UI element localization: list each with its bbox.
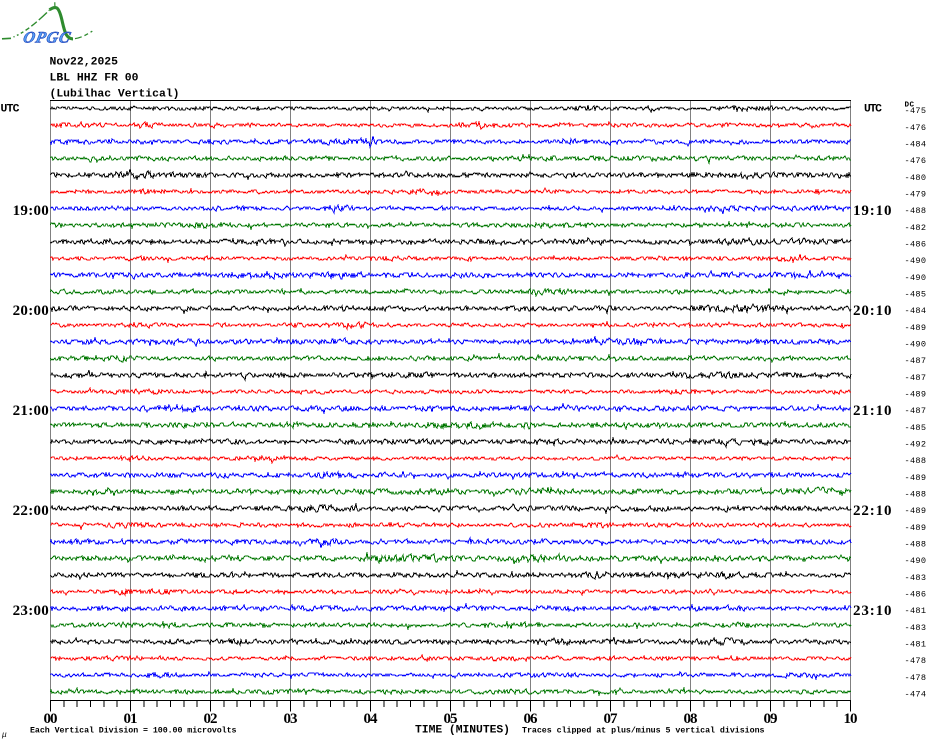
svg-text:-482: -482 [905,223,927,233]
svg-text:OPGC: OPGC [21,29,72,47]
svg-text:-483: -483 [905,623,927,633]
svg-text:(Lubilhac Vertical): (Lubilhac Vertical) [50,89,180,101]
svg-text:19:00: 19:00 [13,203,49,219]
svg-text:-485: -485 [905,423,927,433]
svg-text:-480: -480 [905,173,927,183]
svg-text:01: 01 [124,711,138,727]
svg-text:-483: -483 [905,573,927,583]
svg-text:-490: -490 [905,256,927,266]
svg-text:-475: -475 [905,106,927,116]
svg-text:20:00: 20:00 [13,303,49,319]
svg-text:05: 05 [444,711,458,727]
svg-text:DC: DC [905,101,915,109]
svg-text:22:10: 22:10 [853,503,892,519]
svg-text:-487: -487 [905,356,927,366]
svg-text:-489: -489 [905,390,927,400]
svg-text:07: 07 [604,711,619,727]
svg-text:21:00: 21:00 [13,403,49,419]
svg-text:-487: -487 [905,373,927,383]
svg-text:-486: -486 [905,240,927,250]
svg-text:-488: -488 [905,540,927,550]
svg-text:-474: -474 [905,690,927,700]
svg-text:20:10: 20:10 [853,303,892,319]
svg-text:-481: -481 [905,640,927,650]
svg-text:09: 09 [764,711,778,727]
svg-text:-489: -489 [905,506,927,516]
svg-text:-489: -489 [905,323,927,333]
svg-text:-488: -488 [905,456,927,466]
svg-text:21:10: 21:10 [853,403,892,419]
svg-text:19:10: 19:10 [853,203,892,219]
svg-text:Each Vertical Division = 100.: Each Vertical Division = 100.00 microvol… [30,726,237,736]
svg-text:-489: -489 [905,523,927,533]
svg-text:-484: -484 [905,306,927,316]
svg-text:-478: -478 [905,656,927,666]
svg-text:02: 02 [204,711,218,727]
svg-text:-478: -478 [905,673,927,683]
svg-text:-476: -476 [905,156,927,166]
svg-text:-488: -488 [905,206,927,216]
svg-text:-489: -489 [905,473,927,483]
svg-text:04: 04 [364,711,379,727]
svg-text:Traces clipped at plus/minus 5: Traces clipped at plus/minus 5 vertical … [522,726,765,736]
svg-text:-490: -490 [905,273,927,283]
svg-text:UTC: UTC [864,104,882,116]
svg-text:-487: -487 [905,406,927,416]
svg-text:00: 00 [44,711,58,727]
svg-text:06: 06 [524,711,539,727]
svg-text:-488: -488 [905,490,927,500]
svg-text:μ: μ [1,731,7,740]
svg-text:-476: -476 [905,123,927,133]
svg-text:22:00: 22:00 [13,503,49,519]
svg-text:-492: -492 [905,440,927,450]
svg-text:-481: -481 [905,606,927,616]
svg-text:-479: -479 [905,190,927,200]
svg-text:Nov22,2025: Nov22,2025 [50,57,119,69]
svg-text:UTC: UTC [1,104,20,116]
svg-text:23:10: 23:10 [853,603,892,619]
svg-text:-490: -490 [905,556,927,566]
svg-text:08: 08 [684,711,698,727]
svg-text:TIME (MINUTES): TIME (MINUTES) [415,724,510,736]
svg-text:LBL HHZ FR 00: LBL HHZ FR 00 [50,73,139,85]
svg-text:10: 10 [844,711,858,727]
svg-text:-490: -490 [905,340,927,350]
svg-text:23:00: 23:00 [13,603,49,619]
svg-text:-486: -486 [905,590,927,600]
svg-text:03: 03 [284,711,298,727]
svg-text:-485: -485 [905,290,927,300]
svg-text:-484: -484 [905,140,927,150]
